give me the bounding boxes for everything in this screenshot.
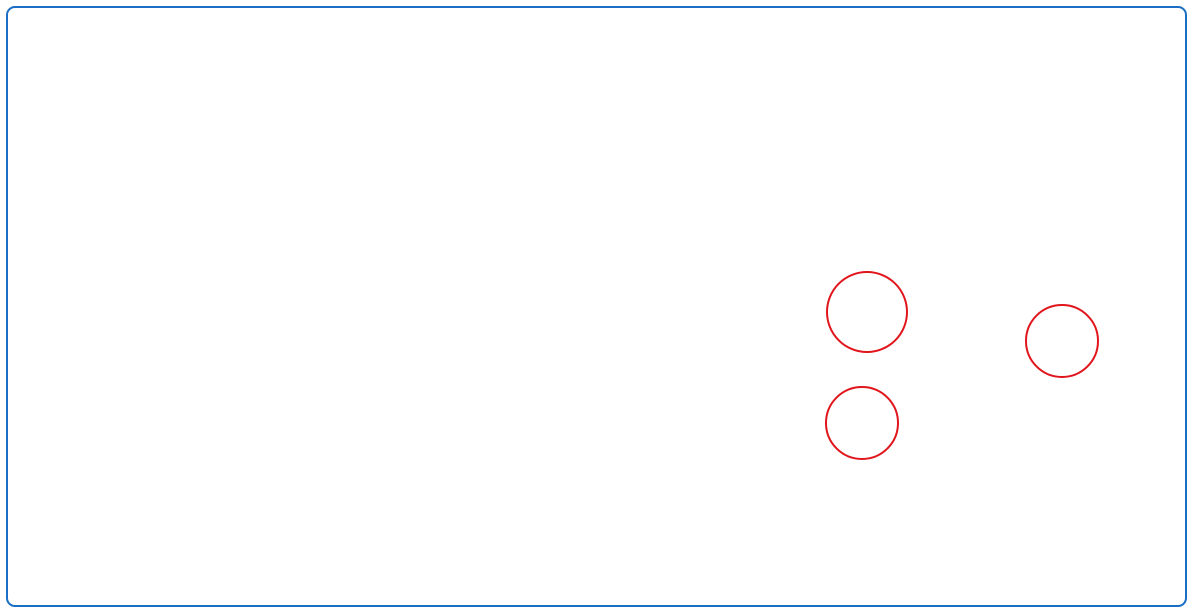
canvas-frame [6,6,1187,607]
